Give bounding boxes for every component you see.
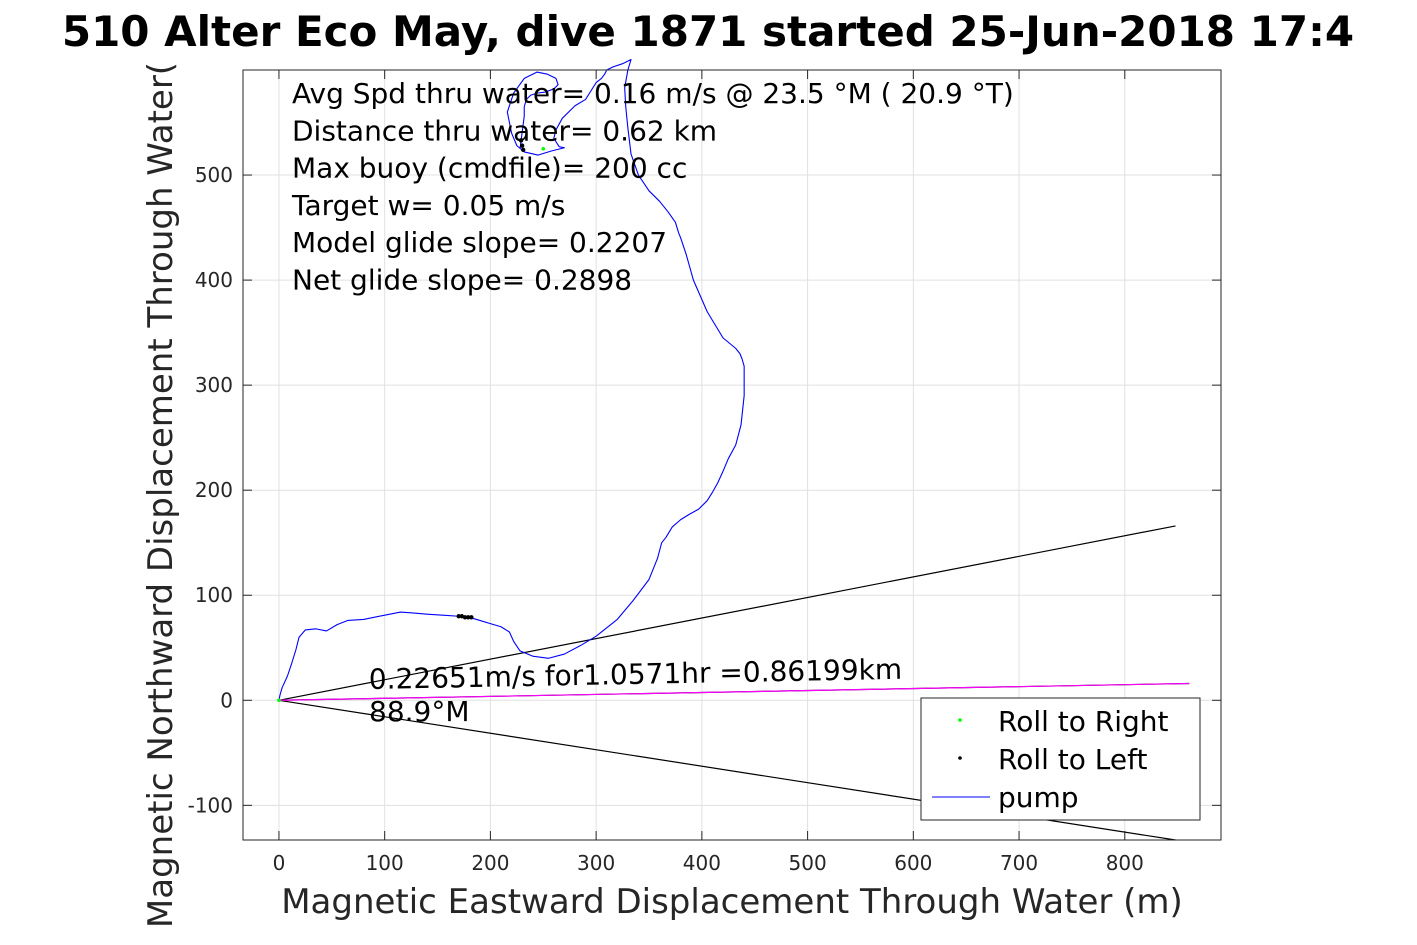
y-tick-label: 500 [195, 163, 233, 187]
stats-line: Max buoy (cmdfile)= 200 cc [292, 152, 687, 185]
series-layer [277, 58, 745, 703]
stats-line: Net glide slope= 0.2898 [292, 264, 632, 297]
stats-line: Model glide slope= 0.2207 [292, 226, 667, 259]
legend-label-pump: pump [998, 781, 1079, 814]
stats-block: Avg Spd thru water= 0.16 m/s @ 23.5 °M (… [291, 77, 1014, 297]
y-tick-label: 100 [195, 583, 233, 607]
x-tick-label: 400 [683, 851, 721, 875]
x-tick-label: 800 [1106, 851, 1144, 875]
legend-marker-roll-right [958, 718, 962, 722]
roll-right-point [277, 698, 281, 703]
roll-left-point [518, 138, 524, 143]
series-pump-line [278, 58, 745, 701]
x-tick-label: 100 [366, 851, 404, 875]
y-tick-label: 200 [195, 478, 233, 502]
y-axis-label: Magnetic Northward Displacement Through … [141, 62, 181, 928]
legend-label-roll-right: Roll to Right [998, 705, 1169, 738]
x-tick-label: 300 [577, 851, 615, 875]
y-axis-ticks: -100 0 100 200 300 400 500 [188, 163, 1221, 817]
roll-left-point [466, 615, 471, 620]
roll-left-point [456, 614, 461, 619]
plot-frame [242, 69, 1222, 841]
x-axis-label: Magnetic Eastward Displacement Through W… [281, 882, 1183, 922]
roll-left-point [469, 615, 474, 620]
legend-label-roll-left: Roll to Left [998, 743, 1147, 776]
x-tick-label: 0 [273, 851, 286, 875]
chart-title: 510 Alter Eco May, dive 1871 started 25-… [62, 7, 1354, 56]
reference-line [278, 525, 1176, 701]
y-tick-label: 0 [220, 688, 233, 712]
legend: Roll to Right Roll to Left pump [920, 697, 1201, 821]
x-tick-label: 200 [471, 851, 509, 875]
roll-left-point [519, 143, 525, 148]
grid [243, 70, 1221, 840]
roll-left-point [520, 147, 526, 153]
x-tick-label: 600 [894, 851, 932, 875]
y-tick-label: 300 [195, 373, 233, 397]
legend-box [920, 697, 1201, 821]
legend-marker-roll-left [958, 756, 962, 760]
stats-line: Distance thru water= 0.62 km [292, 114, 717, 147]
heading-annotation: 88.9°M [369, 695, 470, 728]
roll-right-point [541, 146, 546, 151]
stats-line: Target w= 0.05 m/s [291, 189, 565, 222]
y-tick-label: -100 [188, 793, 233, 817]
roll-left-point [462, 615, 468, 620]
speed-annotation: 0.22651m/s for1.0571hr =0.86199km [369, 653, 903, 696]
stats-line: Avg Spd thru water= 0.16 m/s @ 23.5 °M (… [292, 77, 1014, 110]
x-axis-ticks: 0 100 200 300 400 500 600 700 800 [273, 70, 1144, 875]
y-tick-label: 400 [195, 268, 233, 292]
reference-line [278, 682, 1190, 701]
x-tick-label: 700 [1000, 851, 1038, 875]
x-tick-label: 500 [789, 851, 827, 875]
